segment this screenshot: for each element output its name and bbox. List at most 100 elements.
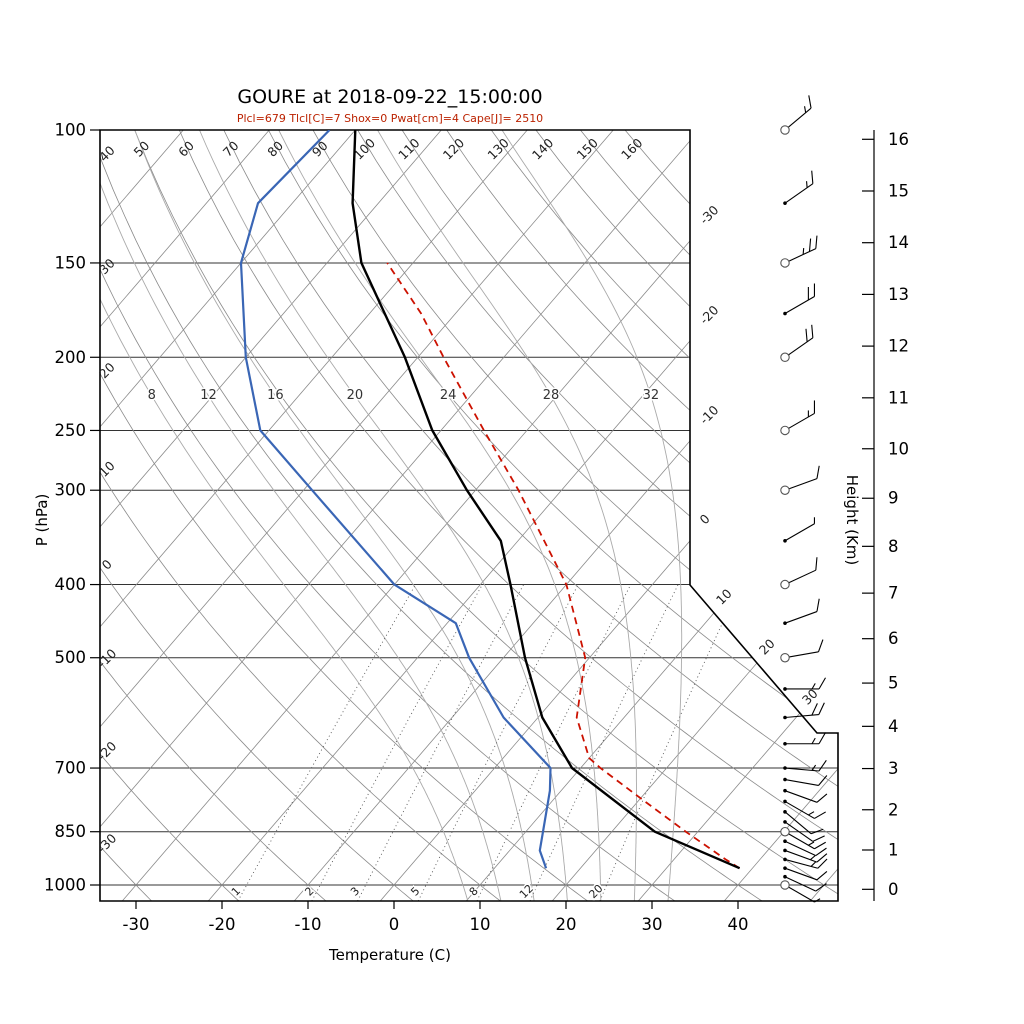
wind-station-dot bbox=[783, 621, 787, 625]
mixing-ratio-label: 3 bbox=[348, 884, 362, 898]
wind-barb bbox=[780, 639, 824, 663]
chart-title: GOURE at 2018-09-22_15:00:00 bbox=[237, 86, 543, 108]
dry-adiabat-top-label: 150 bbox=[574, 135, 602, 163]
moist-adiabat-lines bbox=[100, 130, 683, 901]
isotherm-line bbox=[100, 130, 184, 901]
wind-station-dot bbox=[783, 866, 787, 870]
moist-adiabat-line bbox=[278, 130, 602, 901]
isotherm-line bbox=[293, 130, 838, 901]
wind-station-circle bbox=[780, 485, 790, 495]
dry-adiabat-line bbox=[178, 130, 838, 901]
wind-station-dot bbox=[783, 839, 787, 844]
barb-feather bbox=[808, 95, 812, 109]
barb-feather bbox=[816, 871, 828, 881]
moist-adiabat-line bbox=[100, 130, 469, 901]
wind-station-dot bbox=[783, 788, 787, 793]
pressure-tick-label: 100 bbox=[55, 121, 87, 140]
barb-feather bbox=[811, 703, 818, 716]
barb-feather bbox=[816, 465, 820, 479]
dry-adiabat-line bbox=[100, 130, 414, 901]
wind-station-dot bbox=[783, 687, 787, 691]
wind-station-dot bbox=[783, 874, 787, 879]
dry-adiabat-top-label: 50 bbox=[131, 138, 153, 160]
height-tick-label: 16 bbox=[888, 130, 909, 149]
mixing-ratio-line bbox=[599, 584, 741, 901]
moist-adiabat-label: 8 bbox=[148, 388, 156, 403]
wind-barb bbox=[783, 810, 824, 835]
barb-staff bbox=[784, 611, 818, 624]
dry-adiabat-line bbox=[580, 130, 838, 901]
isotherm-line bbox=[100, 130, 614, 901]
barb-staff bbox=[784, 800, 815, 819]
barb-staff bbox=[784, 713, 819, 719]
isotherm-line bbox=[100, 130, 270, 901]
isotherm-right-label: 0 bbox=[697, 511, 713, 527]
dry-adiabat-line bbox=[100, 130, 240, 901]
dry-adiabat-top-label: 60 bbox=[175, 138, 197, 160]
wind-barb bbox=[780, 324, 814, 363]
plot-frame bbox=[99, 129, 839, 902]
mixing-ratio-lines bbox=[237, 584, 741, 901]
dewpoint-curve bbox=[239, 130, 552, 869]
wind-barb bbox=[783, 702, 825, 720]
temp-tick-label: -30 bbox=[123, 915, 150, 934]
wind-station-circle bbox=[780, 652, 790, 663]
wind-barb bbox=[780, 826, 826, 850]
dry-adiabat-line bbox=[100, 130, 501, 901]
barb-staff bbox=[784, 779, 819, 787]
temp-tick-label: 0 bbox=[389, 915, 400, 934]
height-tick-label: 7 bbox=[888, 584, 899, 603]
mixing-ratio-line bbox=[357, 584, 524, 901]
dry-adiabat-top-label: 140 bbox=[529, 135, 557, 163]
wind-barb bbox=[783, 799, 826, 819]
height-tick-label: 11 bbox=[888, 388, 909, 407]
isotherm-line bbox=[100, 130, 442, 901]
barb-staff bbox=[784, 337, 814, 358]
dry-adiabat-left-label: 10 bbox=[96, 458, 118, 480]
barb-staff bbox=[784, 412, 815, 431]
wind-barb bbox=[783, 517, 815, 543]
dry-adiabat-line bbox=[100, 130, 676, 901]
height-tick-label: 15 bbox=[888, 181, 909, 200]
temp-tick-label: 40 bbox=[728, 915, 749, 934]
barb-staff bbox=[784, 651, 819, 659]
left-axis-title: P (hPa) bbox=[33, 493, 51, 547]
chart-subtitle: Plcl=679 Tlcl[C]=7 Shox=0 Pwat[cm]=4 Cap… bbox=[236, 112, 544, 125]
barb-staff bbox=[784, 821, 814, 842]
mixing-ratio-label: 1 bbox=[229, 884, 243, 898]
wind-station-dot bbox=[783, 857, 787, 862]
wind-station-dot bbox=[783, 820, 787, 824]
dry-adiabat-line bbox=[446, 130, 838, 901]
height-tick-label: 6 bbox=[888, 629, 899, 648]
height-tick-label: 12 bbox=[888, 337, 909, 356]
barb-half-feather bbox=[802, 247, 805, 255]
wind-barb bbox=[780, 95, 812, 135]
pressure-tick-label: 1000 bbox=[44, 876, 86, 895]
height-tick-label: 2 bbox=[888, 800, 899, 819]
barb-half-feather bbox=[810, 855, 816, 861]
mixing-ratio-line bbox=[476, 584, 632, 901]
mixing-ratio-label: 2 bbox=[302, 884, 316, 898]
x-axis-title: Temperature (C) bbox=[329, 946, 451, 964]
moist-adiabat-line bbox=[134, 130, 535, 901]
moist-adiabat-line bbox=[377, 130, 637, 901]
dry-adiabat-line bbox=[401, 130, 838, 901]
height-tick-label: 9 bbox=[888, 489, 899, 508]
mixing-ratio-line bbox=[529, 584, 679, 901]
wind-station-dot bbox=[783, 715, 787, 720]
wind-station-dot bbox=[783, 538, 787, 543]
temp-tick-label: -20 bbox=[209, 915, 236, 934]
barb-staff bbox=[784, 569, 817, 586]
barb-feather bbox=[816, 853, 828, 863]
wind-barb bbox=[783, 857, 828, 869]
wind-station-dot bbox=[783, 766, 787, 770]
moist-adiabat-line bbox=[501, 130, 683, 901]
dry-adiabat-left-label: 0 bbox=[99, 556, 115, 572]
wind-station-circle bbox=[780, 579, 790, 590]
barb-feather bbox=[816, 598, 820, 612]
barb-staff bbox=[784, 840, 817, 857]
pressure-tick-label: 200 bbox=[55, 348, 87, 367]
height-tick-label: 0 bbox=[888, 880, 899, 899]
barb-staff bbox=[784, 296, 815, 314]
